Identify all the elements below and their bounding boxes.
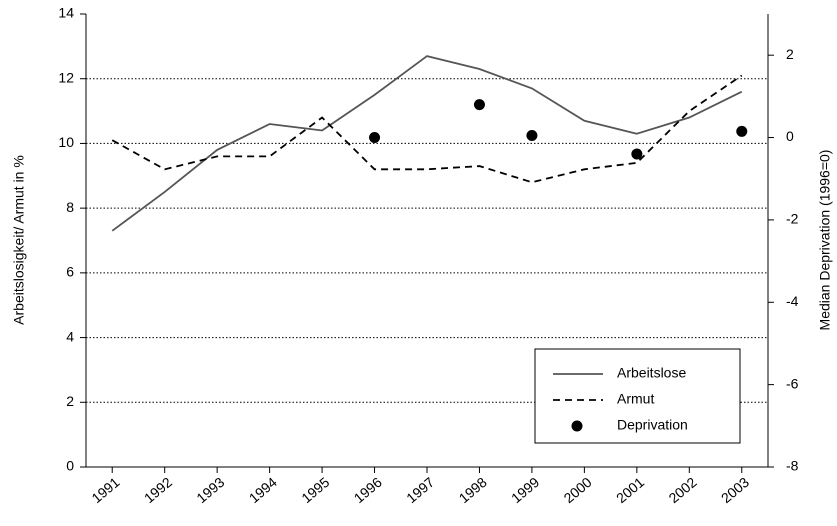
legend-label: Deprivation <box>617 417 688 433</box>
x-tick-label: 2003 <box>718 474 752 506</box>
x-tick-label: 1991 <box>88 474 122 506</box>
y2-tick-label: -6 <box>786 375 799 391</box>
y2-tick-label: -4 <box>786 293 799 309</box>
y-tick-label: 2 <box>66 393 74 409</box>
y2-tick-label: 2 <box>786 46 794 62</box>
data-point <box>736 125 748 137</box>
data-line <box>111 74 743 184</box>
legend-box <box>534 348 741 444</box>
x-tick-label: 1999 <box>508 474 542 506</box>
y-axis-label: Arbeitslosigkeit/ Armut in % <box>11 155 27 325</box>
data-point <box>526 129 538 141</box>
x-tick-label: 2001 <box>613 474 647 506</box>
data-line <box>111 55 743 232</box>
x-tick-label: 1994 <box>246 474 280 506</box>
legend-label: Armut <box>617 391 654 407</box>
x-tick-label: 2002 <box>665 474 699 506</box>
y2-tick-label: 0 <box>786 128 794 144</box>
y2-tick-label: -8 <box>786 458 799 474</box>
y-tick-label: 8 <box>66 199 74 215</box>
x-tick-label: 1995 <box>298 474 332 506</box>
x-tick-label: 1993 <box>193 474 227 506</box>
y-tick-label: 10 <box>58 134 74 150</box>
y-tick-label: 14 <box>58 5 74 21</box>
y2-tick-label: -2 <box>786 211 799 227</box>
data-point <box>369 132 381 144</box>
y-tick-label: 6 <box>66 264 74 280</box>
x-tick-label: 1992 <box>141 474 175 506</box>
x-tick-label: 1997 <box>403 474 437 506</box>
x-tick-label: 1996 <box>351 474 385 506</box>
y-tick-label: 12 <box>58 69 74 85</box>
data-point <box>473 99 485 111</box>
legend-label: Arbeitslose <box>617 365 686 381</box>
x-tick-label: 2000 <box>561 474 595 506</box>
data-point <box>631 148 643 160</box>
legend: Arbeitslose Armut Deprivation <box>534 348 741 444</box>
y-tick-label: 4 <box>66 328 74 344</box>
y-tick-label: 0 <box>66 458 74 474</box>
x-tick-label: 1998 <box>456 474 490 506</box>
y2-axis-label: Median Deprivation (1996=0) <box>817 150 833 331</box>
legend-symbol <box>571 420 583 432</box>
